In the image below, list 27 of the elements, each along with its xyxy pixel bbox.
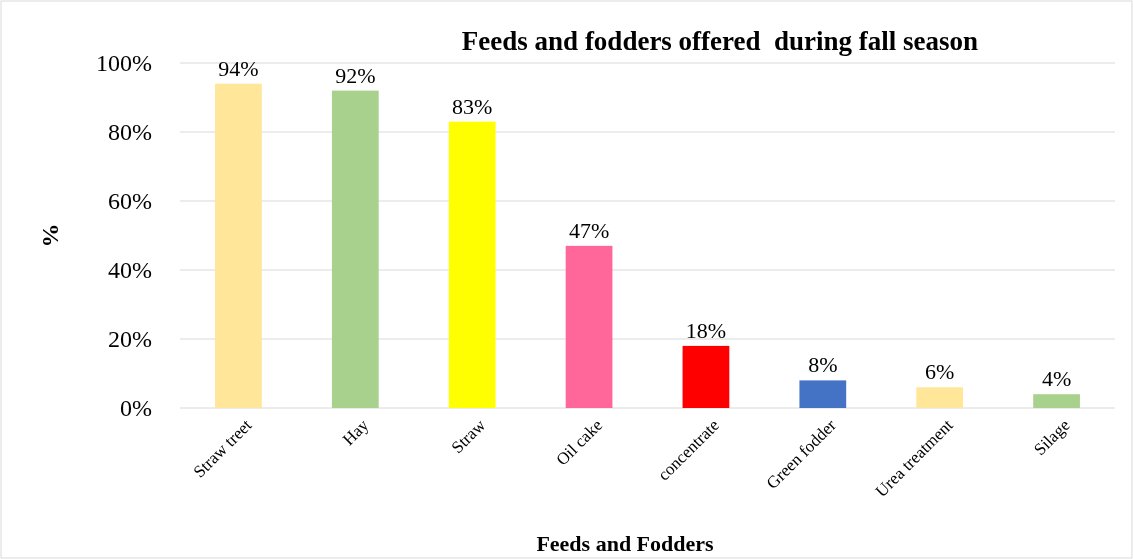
bar (215, 83, 262, 408)
y-tick-label: 40% (108, 257, 152, 284)
x-tick-label: Hay (338, 415, 373, 450)
x-axis-title: Feeds and Fodders (536, 531, 715, 556)
y-tick-label: 80% (108, 119, 152, 146)
x-tick-label: Oil cake (552, 415, 607, 470)
data-label: 92% (335, 62, 376, 88)
data-label: 47% (568, 217, 610, 243)
bar (448, 121, 496, 408)
data-label: 94% (218, 55, 259, 81)
data-label: 4% (1041, 366, 1072, 392)
y-axis-title: % (37, 223, 63, 248)
bar (1033, 394, 1080, 408)
bar (916, 387, 964, 408)
data-label: 18% (685, 317, 727, 343)
chart-title: Feeds and fodders offered during fall season (461, 26, 979, 56)
y-tick-label: 100% (96, 50, 152, 77)
data-label: 8% (808, 352, 838, 378)
data-label: 83% (452, 93, 493, 119)
bar (682, 345, 730, 408)
y-tick-label: 20% (108, 326, 152, 353)
bar (331, 90, 379, 408)
bar (799, 380, 847, 408)
y-tick-label: 60% (108, 188, 152, 215)
y-tick-label: 0% (120, 395, 152, 422)
data-label: 6% (925, 359, 955, 385)
bar (565, 245, 613, 408)
